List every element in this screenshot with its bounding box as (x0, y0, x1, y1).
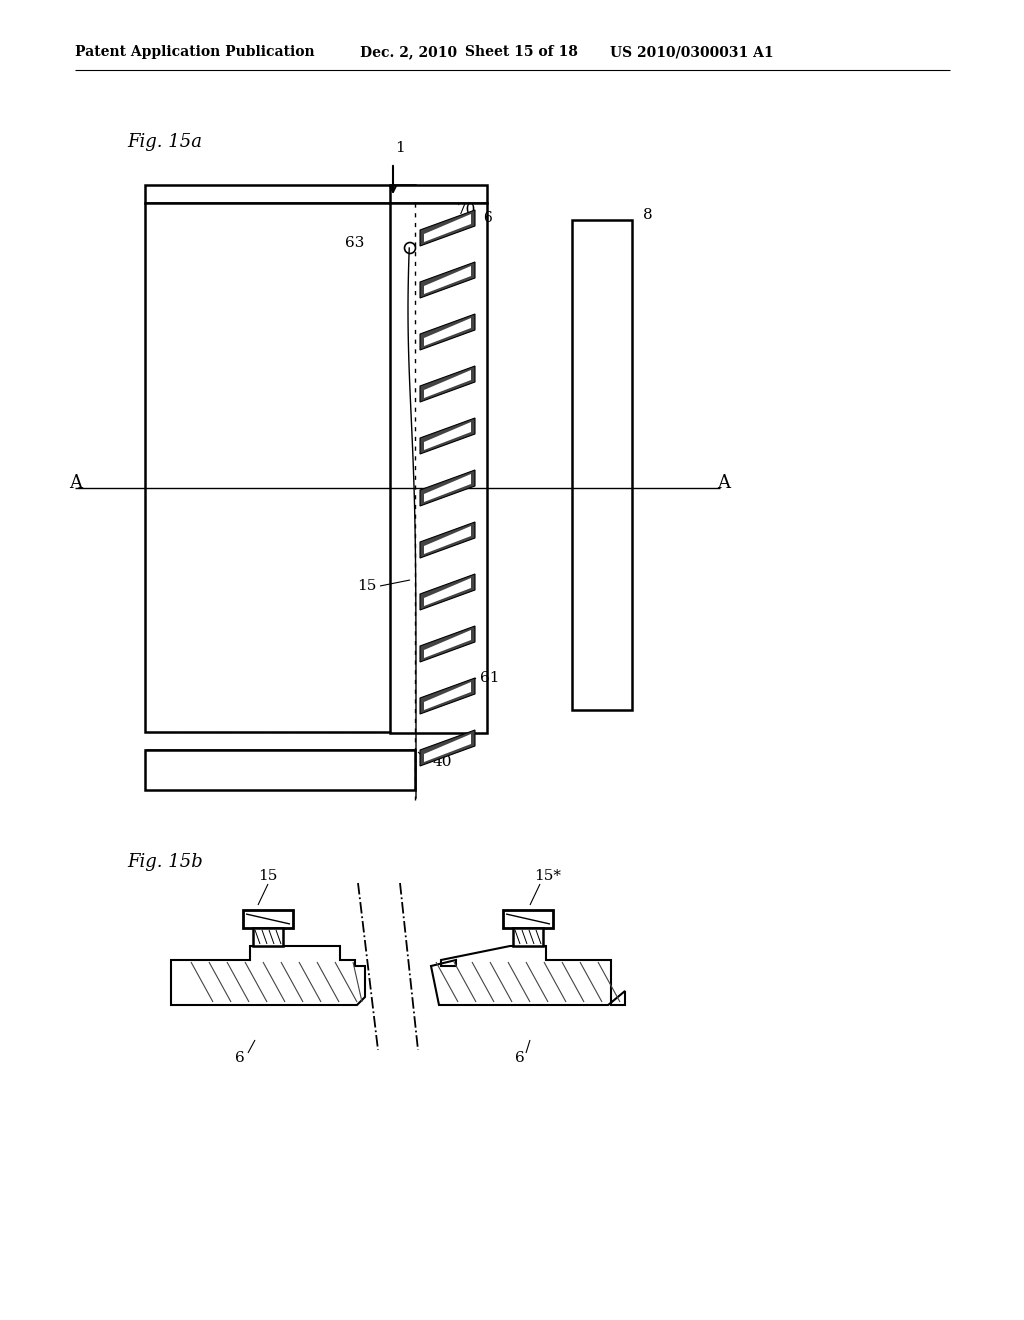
Text: 15: 15 (357, 579, 377, 593)
Polygon shape (420, 678, 475, 714)
Text: 61: 61 (480, 671, 500, 685)
Text: A: A (70, 474, 83, 492)
Polygon shape (420, 314, 475, 350)
Bar (253, 928, 283, 946)
Text: 40: 40 (432, 755, 452, 770)
Polygon shape (420, 521, 475, 558)
Text: Fig. 15b: Fig. 15b (127, 853, 203, 871)
Text: Dec. 2, 2010: Dec. 2, 2010 (360, 45, 457, 59)
Polygon shape (431, 946, 625, 1005)
Text: A: A (718, 474, 730, 492)
Bar (513, 928, 543, 946)
Polygon shape (424, 578, 471, 606)
Polygon shape (424, 318, 471, 346)
Polygon shape (420, 210, 475, 246)
Bar (145, 750, 415, 789)
Text: 15*: 15* (535, 869, 561, 883)
Polygon shape (420, 261, 475, 298)
Polygon shape (424, 370, 471, 399)
Polygon shape (424, 474, 471, 502)
Text: 8: 8 (643, 209, 653, 222)
Polygon shape (420, 574, 475, 610)
Polygon shape (424, 422, 471, 450)
Text: 15: 15 (258, 869, 278, 883)
Polygon shape (424, 682, 471, 710)
Bar (145, 185, 415, 203)
Polygon shape (424, 630, 471, 657)
Bar (145, 203, 415, 733)
Polygon shape (171, 946, 365, 1005)
Text: Fig. 15a: Fig. 15a (127, 133, 202, 150)
Polygon shape (424, 267, 471, 294)
Text: US 2010/0300031 A1: US 2010/0300031 A1 (610, 45, 773, 59)
Polygon shape (420, 626, 475, 663)
Bar (390, 185, 487, 203)
Bar (503, 909, 553, 928)
Polygon shape (420, 366, 475, 403)
Polygon shape (424, 525, 471, 554)
Polygon shape (424, 734, 471, 762)
Text: 6: 6 (236, 1051, 245, 1065)
Text: Patent Application Publication: Patent Application Publication (75, 45, 314, 59)
Polygon shape (424, 214, 471, 242)
Polygon shape (420, 418, 475, 454)
Polygon shape (420, 730, 475, 766)
Bar (243, 909, 293, 928)
Polygon shape (420, 470, 475, 506)
Bar (390, 203, 487, 733)
Bar (572, 220, 632, 710)
Text: 6: 6 (515, 1051, 525, 1065)
Text: 6: 6 (483, 211, 493, 224)
Text: 70: 70 (457, 203, 476, 216)
Text: 1: 1 (395, 141, 404, 154)
Text: 63: 63 (345, 236, 365, 249)
Text: Sheet 15 of 18: Sheet 15 of 18 (465, 45, 578, 59)
